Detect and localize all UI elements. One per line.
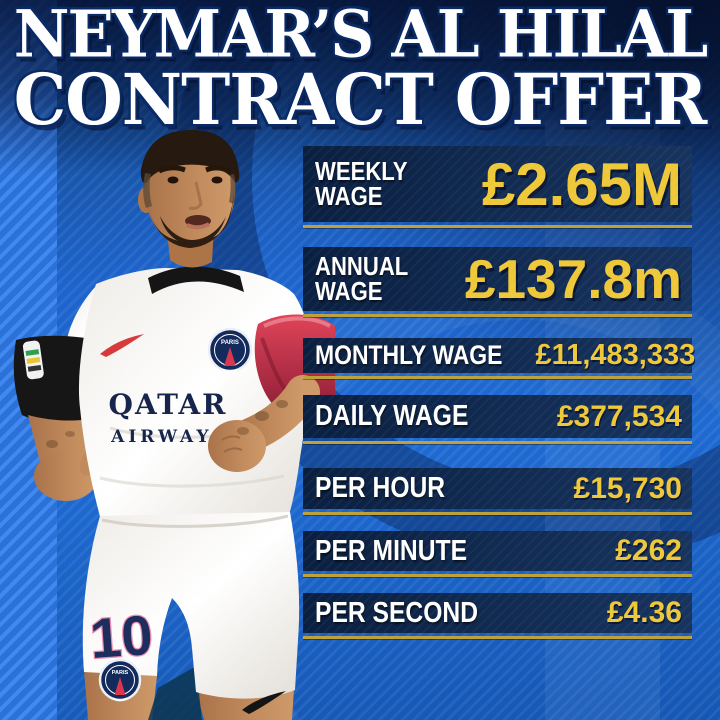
gold-rule	[303, 376, 692, 379]
stat-value: £4.36	[606, 596, 682, 629]
stat-label: MONTHLY WAGE	[315, 340, 503, 370]
stat-value: £2.65M	[481, 150, 682, 218]
title-line-1: NEYMAR’S AL HILAL	[13, 0, 708, 73]
stat-label: ANNUAL WAGE	[315, 250, 409, 306]
eyebrows	[157, 165, 186, 174]
stat-label: PER SECOND	[315, 596, 479, 629]
shorts	[82, 512, 300, 699]
gold-rule	[303, 225, 692, 228]
stat-value: £11,483,333	[535, 339, 696, 371]
stat-value: £377,534	[556, 399, 682, 433]
stat-row-annual-wage: ANNUAL WAGE £137.8m	[303, 247, 692, 317]
page-title: NEYMAR’S AL HILAL CONTRACT OFFER	[0, 0, 720, 142]
wage-table: WEEKLY WAGE £2.65M ANNUAL WAGE £137.8m M…	[303, 0, 695, 720]
stat-row-per-hour: PER HOUR £15,730	[303, 468, 692, 515]
gold-rule	[303, 441, 692, 444]
stat-value: £15,730	[573, 471, 682, 505]
stat-row-per-second: PER SECOND £4.36	[303, 593, 692, 639]
title-line-2: CONTRACT OFFER	[13, 58, 708, 142]
stat-label: DAILY WAGE	[315, 400, 469, 432]
stat-label: WEEKLY WAGE	[315, 155, 408, 211]
svg-text:QATAR: QATAR	[109, 388, 228, 421]
player-photo: PARIS QATAR AIRWAYS	[13, 130, 335, 720]
psg-crest-icon: PARIS	[207, 327, 253, 373]
stat-label: PER HOUR	[315, 472, 446, 504]
qatar-airways-logo: QATAR AIRWAYS	[109, 388, 229, 447]
svg-text:AIRWAYS: AIRWAYS	[110, 427, 229, 447]
stat-value: £137.8m	[464, 248, 682, 310]
nike-swoosh-shorts-icon	[242, 691, 286, 714]
hair	[140, 130, 240, 184]
stat-value: £262	[615, 534, 682, 567]
jersey-collar	[148, 266, 244, 294]
eyes	[167, 176, 179, 184]
right-hand	[208, 420, 266, 472]
stat-row-daily-wage: DAILY WAGE £377,534	[303, 395, 692, 444]
svg-text:PARIS: PARIS	[221, 340, 239, 346]
stat-row-per-minute: PER MINUTE £262	[303, 531, 692, 577]
captain-armband-patch	[22, 340, 44, 380]
gold-rule	[303, 574, 692, 577]
gold-rule	[303, 512, 692, 515]
nike-swoosh-icon	[100, 334, 144, 357]
nose	[188, 181, 203, 210]
psg-crest-shorts-icon: PARIS	[98, 658, 142, 702]
gold-rule	[303, 314, 692, 317]
gold-rule	[303, 636, 692, 639]
stat-row-monthly-wage: MONTHLY WAGE £11,483,333	[303, 338, 695, 379]
stat-label: PER MINUTE	[315, 534, 468, 567]
svg-text:PARIS: PARIS	[112, 670, 129, 676]
stat-row-weekly-wage: WEEKLY WAGE £2.65M	[303, 146, 692, 228]
